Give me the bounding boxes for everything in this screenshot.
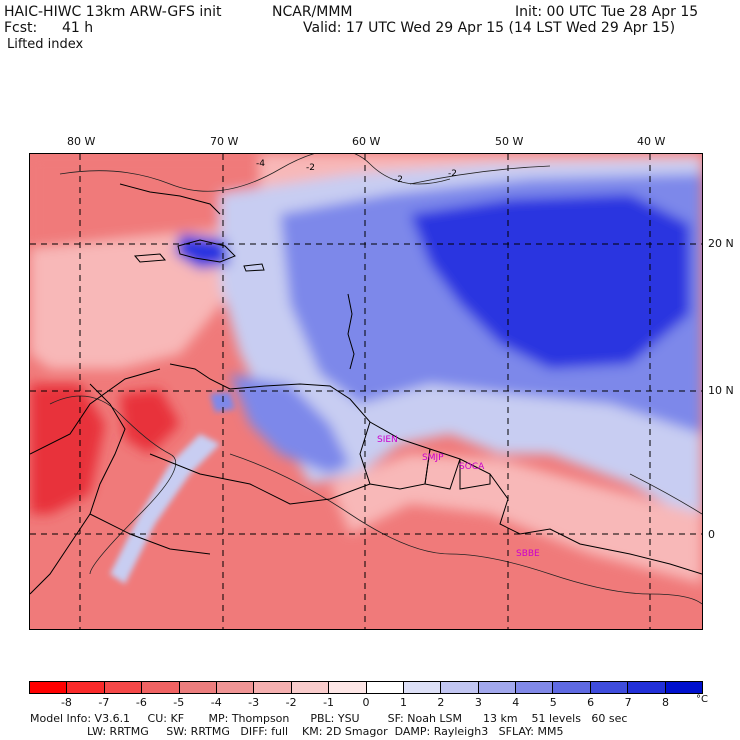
contour-line-north <box>59 154 451 192</box>
colorbar <box>29 681 703 694</box>
colorbar-swatch <box>30 682 68 693</box>
colorbar-swatch <box>553 682 591 693</box>
contour-line-east <box>629 473 702 515</box>
contour-line-northeast <box>409 165 551 185</box>
border-venezuela-brazil <box>149 453 371 505</box>
station-label-soca: SOCA <box>459 462 485 472</box>
colorbar-tick-label: 5 <box>549 696 557 709</box>
model-info-line2: LW: RRTMG SW: RRTMG DIFF: full KM: 2D Sm… <box>87 725 564 738</box>
model-info-line1: Model Info: V3.6.1 CU: KF MP: Thompson P… <box>30 712 628 725</box>
colorbar-swatch <box>179 682 217 693</box>
colorbar-tick-label: -3 <box>248 696 260 709</box>
lon-label-60w: 60 W <box>352 135 381 148</box>
contour-label-d: -2 <box>448 169 457 179</box>
map-panel: -4 -2 -2 -2 SIEN SMJP SOCA SBBE <box>29 153 703 630</box>
shade-maracaibo <box>210 392 235 412</box>
colorbar-swatch <box>254 682 292 693</box>
border-suriname <box>424 448 461 490</box>
colorbar-swatch <box>441 682 479 693</box>
colorbar-tick-label: 0 <box>362 696 370 709</box>
colorbar-tick-label: 2 <box>437 696 445 709</box>
colorbar-swatch <box>478 682 517 693</box>
colorbar-tick-label: -4 <box>210 696 222 709</box>
colorbar-tick-label: -5 <box>173 696 185 709</box>
colorbar-swatch <box>665 682 703 693</box>
coast-central-america <box>30 368 161 455</box>
org-label: NCAR/MMM <box>272 4 353 20</box>
lon-label-80w: 80 W <box>67 135 96 148</box>
graticule <box>30 154 702 629</box>
colorbar-swatch <box>366 682 404 693</box>
colorbar-swatch <box>590 682 629 693</box>
colorbar-swatch <box>329 682 367 693</box>
forecast-hour: 41 h <box>62 20 94 36</box>
colorbar-unit: °C <box>696 694 708 705</box>
coast-hispaniola <box>177 239 236 263</box>
colorbar-swatch <box>104 682 143 693</box>
model-title: HAIC-HIWC 13km ARW-GFS init <box>4 4 222 20</box>
coast-puerto-rico <box>243 263 265 272</box>
colorbar-swatch <box>67 682 105 693</box>
coastlines <box>30 183 702 595</box>
contour-label-c: -2 <box>394 175 403 185</box>
colorbar-tick-label: -8 <box>60 696 72 709</box>
colorbar-swatch <box>516 682 554 693</box>
contour-label-a: -4 <box>256 159 265 169</box>
station-label-sien: SIEN <box>377 435 398 445</box>
lat-label-20n: 20 N <box>708 237 734 250</box>
shade-strong-unstable-colombia <box>30 384 105 514</box>
coast-lesser-antilles <box>347 293 355 370</box>
contour-line-west <box>49 395 177 575</box>
colorbar-tick-label: -7 <box>98 696 110 709</box>
lon-label-70w: 70 W <box>210 135 239 148</box>
border-french-guiana <box>459 459 491 490</box>
colorbar-tick-label: 3 <box>474 696 482 709</box>
colorbar-tick-label: 7 <box>624 696 632 709</box>
coast-pacific <box>30 383 126 595</box>
border-colombia-peru <box>89 513 211 555</box>
colorbar-tick-label: 1 <box>399 696 407 709</box>
coast-jamaica <box>133 253 167 263</box>
shade-strong-unstable-andes <box>120 389 180 454</box>
colorbar-swatch <box>216 682 255 693</box>
lon-label-50w: 50 W <box>495 135 524 148</box>
colorbar-tick-label: 8 <box>662 696 670 709</box>
shade-stable-tongue <box>230 374 350 474</box>
colorbar-swatch <box>628 682 666 693</box>
lat-label-0: 0 <box>708 528 715 541</box>
shade-strong-stable-atlantic <box>410 194 690 369</box>
colorbar-tick-label: -1 <box>323 696 335 709</box>
field-name: Lifted index <box>7 37 84 52</box>
shade-weak-unstable-south <box>330 454 702 584</box>
lat-label-10n: 10 N <box>708 384 734 397</box>
colorbar-swatch <box>291 682 330 693</box>
colorbar-swatch <box>403 682 442 693</box>
init-time: Init: 00 UTC Tue 28 Apr 15 <box>515 4 699 20</box>
contour-label-b: -2 <box>306 163 315 173</box>
forecast-label: Fcst: <box>4 20 38 36</box>
colorbar-tick-label: 6 <box>587 696 595 709</box>
coast-cuba <box>119 183 221 215</box>
colorbar-tick-label: -2 <box>285 696 297 709</box>
lon-label-40w: 40 W <box>637 135 666 148</box>
colorbar-swatch <box>142 682 180 693</box>
colorbar-tick-label: -6 <box>135 696 147 709</box>
station-label-sbbe: SBBE <box>516 549 540 559</box>
valid-time: Valid: 17 UTC Wed 29 Apr 15 (14 LST Wed … <box>303 20 676 36</box>
station-label-smjp: SMJP <box>422 453 444 463</box>
lifted-index-map: -4 -2 -2 -2 SIEN SMJP SOCA SBBE <box>30 154 702 629</box>
colorbar-tick-label: 4 <box>512 696 520 709</box>
